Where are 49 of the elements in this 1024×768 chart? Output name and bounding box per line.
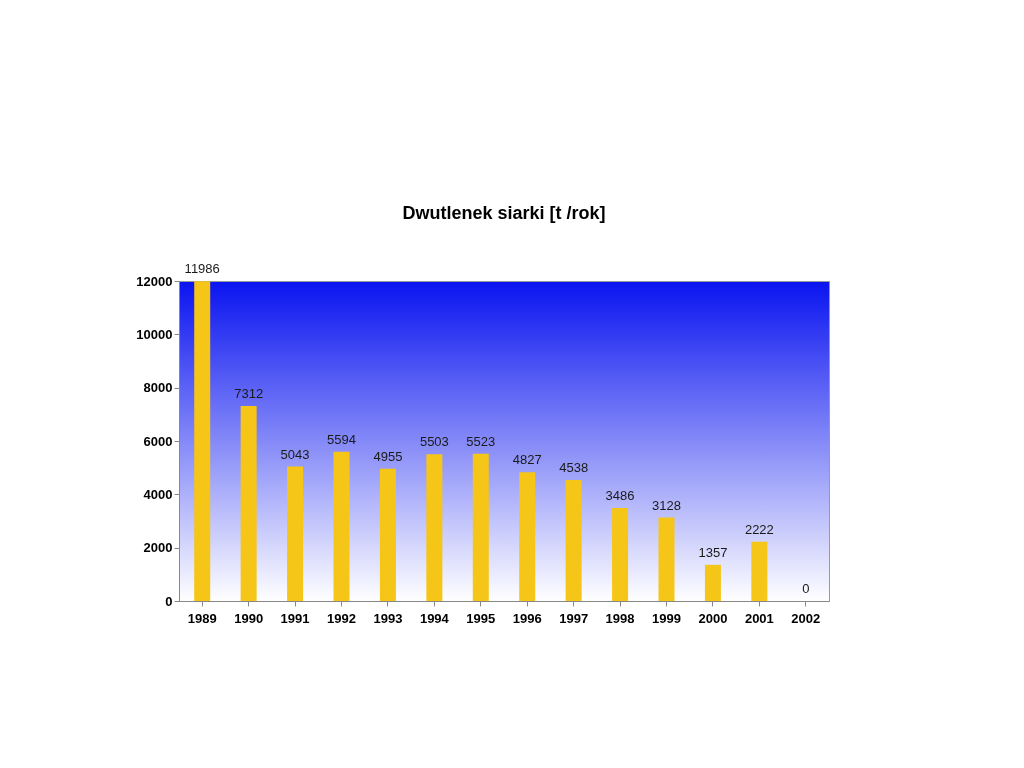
x-tick-label: 2002	[791, 610, 821, 626]
data-label: 11986	[184, 261, 220, 277]
bar	[379, 468, 396, 601]
bar	[333, 451, 350, 601]
x-tick-label: 1999	[652, 610, 681, 626]
x-tick-label: 1991	[280, 610, 310, 626]
x-tick-label: 1989	[187, 610, 217, 626]
bar	[565, 479, 582, 601]
y-tick-label: 8000	[143, 380, 173, 396]
bar	[751, 541, 768, 601]
y-tick-label: 10000	[136, 326, 173, 342]
bar	[519, 472, 536, 601]
data-label: 0	[802, 581, 810, 596]
x-tick-label: 1997	[559, 610, 589, 626]
bar	[658, 517, 675, 601]
data-label: 4955	[373, 448, 403, 464]
bar	[426, 454, 443, 601]
bar	[612, 508, 629, 601]
y-tick-label: 12000	[136, 273, 173, 289]
x-tick-label: 1995	[466, 610, 496, 626]
x-tick-label: 1993	[373, 610, 403, 626]
x-tick-label: 1996	[512, 610, 542, 626]
chart-title: Dwutlenek siarki [t /rok]	[402, 203, 606, 224]
x-tick-label: 2000	[698, 610, 728, 626]
data-label: 1357	[698, 544, 728, 560]
y-tick-label: 6000	[143, 433, 173, 449]
data-label: 5043	[280, 446, 310, 462]
x-tick-label: 1998	[605, 610, 635, 626]
data-label: 4538	[559, 459, 589, 475]
x-tick-label: 2001	[744, 610, 774, 626]
x-tick-label: 1992	[327, 610, 356, 626]
y-tick-label: 4000	[143, 486, 173, 502]
data-label: 5523	[466, 433, 496, 449]
bar	[287, 466, 304, 601]
data-label: 4827	[512, 452, 542, 468]
x-tick-label: 1994	[419, 610, 450, 626]
bar	[704, 564, 721, 601]
y-tick-label: 2000	[143, 540, 173, 556]
y-tick-label: 0	[165, 593, 173, 609]
bar	[194, 281, 211, 601]
data-label: 2222	[744, 521, 774, 537]
bar	[240, 406, 257, 601]
data-label: 3128	[652, 497, 681, 513]
data-label: 7312	[234, 386, 264, 402]
data-label: 5503	[419, 434, 449, 450]
data-label: 5594	[327, 431, 356, 447]
bar	[472, 453, 489, 601]
x-tick-label: 1990	[234, 610, 264, 626]
data-label: 3486	[605, 488, 635, 504]
